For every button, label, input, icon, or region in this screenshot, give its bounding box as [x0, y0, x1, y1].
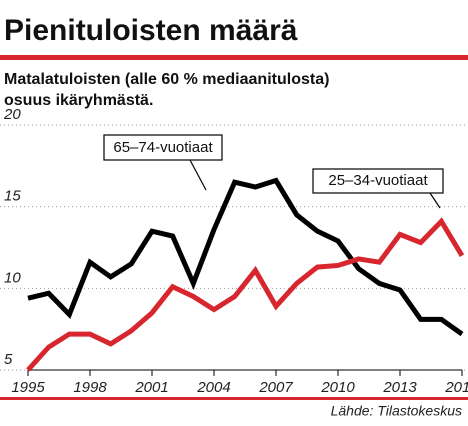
y-tick-label: 5 [4, 351, 13, 368]
bottom-rule [0, 397, 468, 400]
annotation-box [103, 134, 223, 161]
series-line [26, 217, 465, 372]
plot: 5 10 15 20 1995 1998 2001 2004 2007 2010 2013 2016 [0, 106, 468, 396]
y-tick-label: 10 [4, 269, 21, 286]
x-tick-label: 2016 [444, 379, 468, 396]
chart-title: Pienituloisten määrä [4, 14, 298, 47]
title-rule [0, 55, 468, 60]
x-tick-label: 2010 [320, 379, 355, 396]
x-tick-label: 1995 [11, 379, 45, 396]
x-tick-label: 2004 [196, 379, 230, 396]
series-line [27, 177, 464, 337]
x-tick-label: 1998 [73, 379, 107, 396]
x-tick-label: 2007 [258, 379, 293, 396]
subtitle: osuus ikäryhmästä. [4, 92, 153, 109]
x-tick-label: 2001 [134, 379, 168, 396]
y-tick-label: 15 [4, 188, 21, 205]
subtitle: Matalatuloisten (alle 60 % mediaanitulos… [4, 71, 329, 88]
pointer [189, 159, 207, 191]
x-tick-label: 2013 [382, 379, 417, 396]
annotation: 65–74-vuotiaat [113, 139, 213, 156]
pointer [429, 192, 441, 209]
annotation: 25–34-vuotiaat [328, 172, 428, 189]
source: Lähde: Tilastokeskus [331, 403, 462, 419]
y-tick-label: 20 [3, 106, 21, 123]
annotation-box [312, 168, 444, 194]
